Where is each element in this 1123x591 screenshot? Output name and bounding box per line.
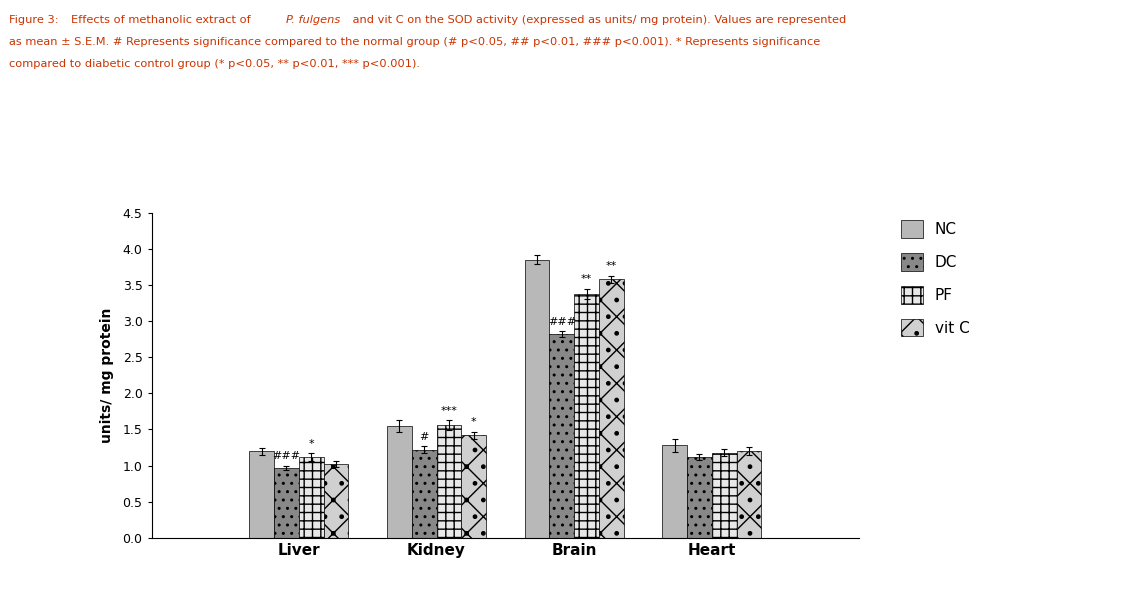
Bar — [737, 451, 761, 538]
Bar — [274, 467, 299, 538]
Bar — [663, 446, 687, 538]
Bar — [687, 457, 712, 538]
Text: Figure 3:: Figure 3: — [9, 15, 62, 25]
Bar — [549, 334, 574, 538]
Bar — [437, 425, 462, 538]
Text: as mean ± S.E.M. # Represents significance compared to the normal group (# p<0.0: as mean ± S.E.M. # Represents significan… — [9, 37, 820, 47]
Text: Effects of methanolic extract of: Effects of methanolic extract of — [71, 15, 254, 25]
Bar — [249, 451, 274, 538]
Text: and vit C on the SOD activity (expressed as units/ mg protein). Values are repre: and vit C on the SOD activity (expressed… — [349, 15, 847, 25]
Bar — [299, 457, 323, 538]
Bar — [462, 435, 486, 538]
Legend: NC, DC, PF, vit C: NC, DC, PF, vit C — [895, 214, 976, 343]
Text: compared to diabetic control group (* p<0.05, ** p<0.01, *** p<0.001).: compared to diabetic control group (* p<… — [9, 59, 420, 69]
Bar — [412, 450, 437, 538]
Text: ***: *** — [440, 406, 457, 415]
Bar — [323, 464, 348, 538]
Bar — [574, 294, 599, 538]
Text: #: # — [420, 432, 429, 441]
Text: **: ** — [605, 261, 617, 271]
Text: **: ** — [581, 274, 592, 284]
Text: *: * — [471, 417, 476, 427]
Bar — [387, 426, 412, 538]
Text: *: * — [309, 439, 314, 449]
Text: ###: ### — [273, 452, 301, 461]
Bar — [599, 279, 623, 538]
Bar — [712, 453, 737, 538]
Text: ###: ### — [548, 317, 576, 327]
Bar — [524, 259, 549, 538]
Text: P. fulgens: P. fulgens — [286, 15, 340, 25]
Y-axis label: units/ mg protein: units/ mg protein — [100, 307, 115, 443]
